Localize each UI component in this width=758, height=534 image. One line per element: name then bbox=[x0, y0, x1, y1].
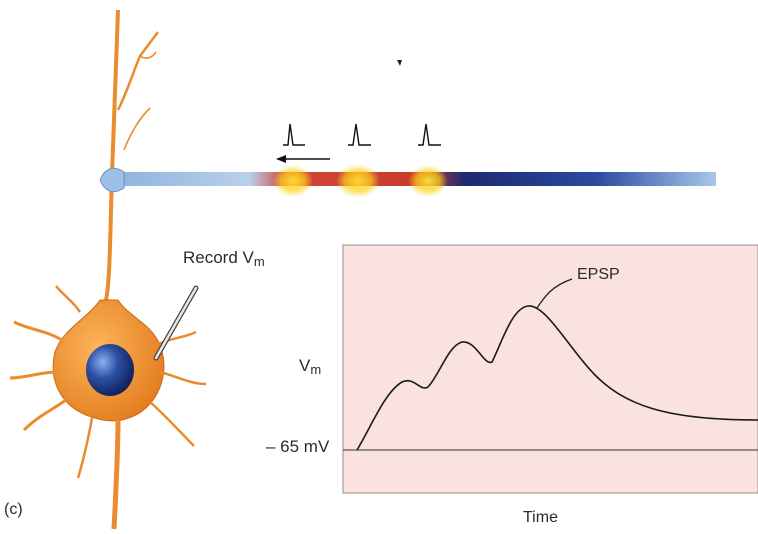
depolarization-glow bbox=[408, 165, 448, 197]
basal-dendrite bbox=[9, 370, 59, 380]
dendrite-branch bbox=[116, 31, 159, 111]
action-potential-spike bbox=[418, 123, 441, 146]
baseline-label: – 65 mV bbox=[266, 437, 330, 456]
vm-axis-label: Vm bbox=[299, 356, 322, 377]
basal-dendrite bbox=[22, 398, 67, 432]
basal-dendrite bbox=[155, 330, 197, 347]
epsp-trace bbox=[356, 305, 758, 451]
record-vm-label: Record Vm bbox=[183, 248, 265, 269]
panel-label: (c) bbox=[4, 501, 23, 518]
propagation-arrow-head bbox=[276, 155, 286, 163]
basal-dendrite bbox=[159, 370, 207, 386]
time-axis-label: Time bbox=[523, 509, 558, 526]
basal-dendrite bbox=[76, 417, 94, 479]
nucleus bbox=[86, 344, 134, 396]
apical-dendrite bbox=[104, 9, 120, 301]
epsp-label: EPSP bbox=[577, 266, 620, 283]
action-potential-spike bbox=[283, 123, 305, 146]
depolarization-glow bbox=[273, 165, 313, 197]
neuron-illustration bbox=[9, 9, 207, 530]
recording-electrode bbox=[153, 285, 199, 361]
epsp-plot bbox=[342, 244, 758, 494]
small-mark bbox=[397, 60, 402, 66]
dendrite-twig bbox=[123, 107, 151, 151]
action-potential-spike bbox=[348, 123, 371, 146]
basal-dendrite bbox=[13, 320, 63, 342]
basal-dendrite bbox=[55, 285, 82, 313]
plot-area bbox=[342, 244, 758, 494]
dendrite-twig bbox=[139, 51, 157, 59]
presynaptic-axon bbox=[99, 60, 716, 198]
axon bbox=[111, 419, 121, 530]
epsp-leader-line bbox=[536, 278, 573, 309]
synaptic-terminal bbox=[99, 167, 125, 193]
basal-dendrite bbox=[149, 401, 195, 447]
depolarization-glow bbox=[336, 164, 380, 198]
electrode-highlight bbox=[154, 286, 198, 360]
